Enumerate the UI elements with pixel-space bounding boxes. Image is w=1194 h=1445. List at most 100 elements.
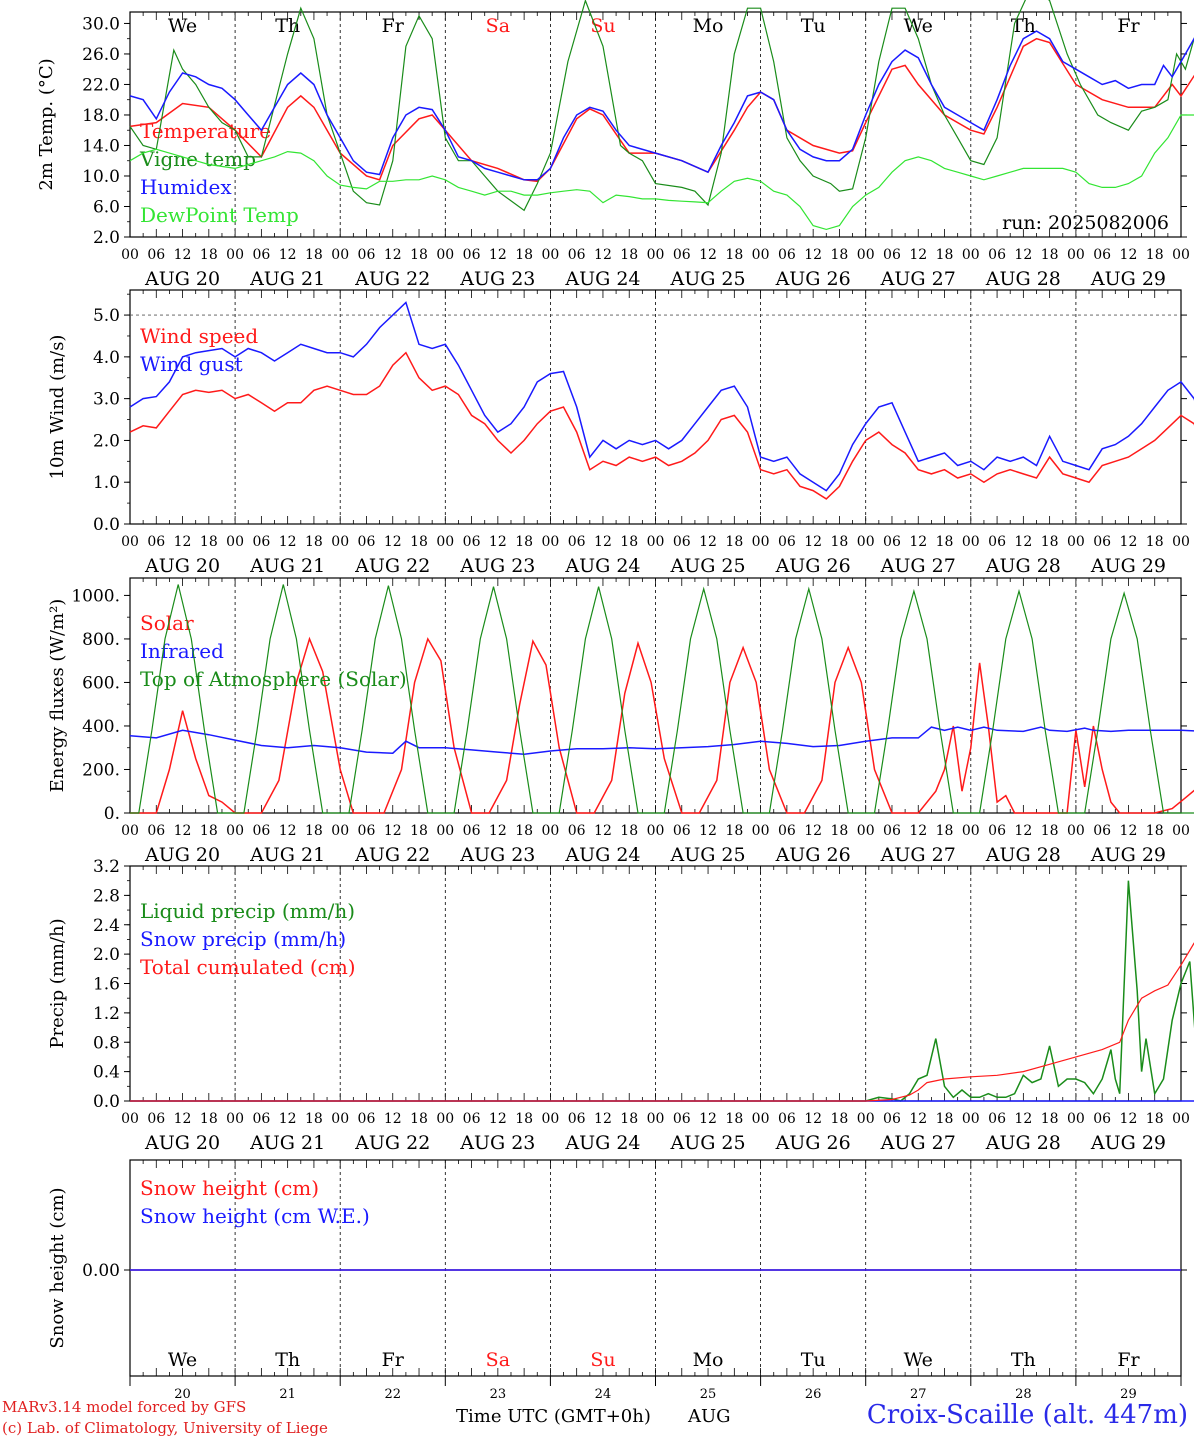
hour-tick-label: 18	[620, 823, 638, 839]
hour-tick-label: 12	[699, 247, 717, 263]
hour-tick-label: 12	[1014, 534, 1032, 550]
date-label: AUG 24	[564, 844, 640, 866]
hour-tick-label: 18	[200, 247, 218, 263]
hour-tick-label: 00	[541, 247, 559, 263]
hour-tick-label: 18	[1041, 1111, 1059, 1127]
y-tick-label: 30.0	[82, 14, 120, 34]
day-number: 21	[279, 1387, 296, 1402]
y-axis-label: Snow height (cm)	[47, 1187, 68, 1348]
hour-tick-label: 12	[909, 1111, 927, 1127]
date-label: AUG 26	[775, 844, 851, 866]
hour-tick-label: 00	[647, 247, 665, 263]
hour-tick-label: 18	[1041, 247, 1059, 263]
weekday-label: We	[168, 1349, 197, 1371]
hour-tick-label: 18	[936, 1111, 954, 1127]
y-tick-label: 2.0	[93, 945, 120, 965]
hour-tick-label: 06	[988, 247, 1006, 263]
date-label: AUG 22	[354, 268, 430, 290]
hour-tick-label: 12	[909, 247, 927, 263]
hour-tick-label: 00	[857, 247, 875, 263]
hour-tick-label: 00	[857, 534, 875, 550]
series-line	[129, 30, 1194, 181]
hour-tick-label: 06	[463, 247, 481, 263]
weekday-label: Tu	[801, 15, 826, 37]
hour-tick-label: 00	[331, 823, 349, 839]
hour-tick-label: 18	[305, 247, 323, 263]
hour-tick-label: 18	[410, 1111, 428, 1127]
hour-tick-label: 00	[752, 823, 770, 839]
day-number: 24	[595, 1387, 612, 1402]
date-label: AUG 23	[459, 268, 535, 290]
date-label: AUG 27	[880, 1132, 956, 1154]
y-tick-label: 0.	[104, 804, 120, 824]
hour-tick-label: 06	[147, 247, 165, 263]
hour-tick-label: 18	[410, 823, 428, 839]
date-label: AUG 22	[354, 1132, 430, 1154]
date-label: AUG 24	[564, 268, 640, 290]
hour-tick-label: 18	[305, 1111, 323, 1127]
y-axis-label: 2m Temp. (°C)	[36, 58, 57, 190]
hour-tick-label: 06	[778, 534, 796, 550]
hour-tick-label: 18	[200, 1111, 218, 1127]
y-axis-label: Precip (mm/h)	[47, 918, 68, 1048]
y-tick-label: 14.0	[82, 136, 120, 156]
y-tick-label: 0.8	[93, 1033, 120, 1053]
hour-tick-label: 06	[1093, 1111, 1111, 1127]
hour-tick-label: 06	[568, 247, 586, 263]
hour-tick-label: 06	[463, 823, 481, 839]
hour-tick-label: 12	[804, 534, 822, 550]
lab-credit: (c) Lab. of Climatology, University of L…	[2, 1419, 328, 1437]
hour-tick-label: 12	[279, 1111, 297, 1127]
hour-tick-label: 18	[410, 534, 428, 550]
y-tick-label: 2.8	[93, 886, 120, 906]
hour-tick-label: 06	[988, 534, 1006, 550]
hour-tick-label: 18	[620, 1111, 638, 1127]
hour-tick-label: 12	[384, 534, 402, 550]
y-tick-label: 22.0	[82, 75, 120, 95]
hour-tick-label: 12	[174, 247, 192, 263]
hour-tick-label: 18	[515, 534, 533, 550]
hour-tick-label: 00	[1067, 534, 1085, 550]
hour-tick-label: 18	[1146, 247, 1164, 263]
y-tick-label: 3.0	[93, 390, 120, 410]
hour-tick-label: 06	[778, 823, 796, 839]
hour-tick-label: 00	[1172, 1111, 1190, 1127]
hour-tick-label: 12	[174, 534, 192, 550]
date-label: AUG 26	[775, 268, 851, 290]
legend-entry: Infrared	[140, 639, 224, 663]
hour-tick-label: 06	[358, 534, 376, 550]
hour-tick-label: 06	[568, 823, 586, 839]
hour-tick-label: 06	[252, 1111, 270, 1127]
day-number: 28	[1015, 1387, 1032, 1402]
date-label: AUG 20	[144, 555, 220, 577]
weekday-label: Su	[590, 15, 615, 37]
hour-tick-label: 00	[857, 823, 875, 839]
date-label: AUG 25	[669, 555, 745, 577]
hour-tick-label: 18	[1146, 534, 1164, 550]
hour-tick-label: 00	[962, 247, 980, 263]
hour-tick-label: 18	[725, 534, 743, 550]
weekday-label: Th	[1011, 1349, 1036, 1371]
date-label: AUG 21	[249, 268, 325, 290]
weekday-label: We	[168, 15, 197, 37]
hour-tick-label: 12	[699, 823, 717, 839]
hour-tick-label: 00	[226, 534, 244, 550]
hour-tick-label: 12	[1120, 1111, 1138, 1127]
y-tick-label: 3.2	[93, 857, 120, 877]
y-tick-label: 18.0	[82, 106, 120, 126]
hour-tick-label: 12	[1120, 534, 1138, 550]
legend-entry: Wind speed	[140, 324, 258, 348]
hour-tick-label: 00	[1067, 1111, 1085, 1127]
weekday-label: Mo	[693, 1349, 724, 1371]
hour-tick-label: 12	[489, 823, 507, 839]
y-tick-label: 2.0	[93, 228, 120, 248]
panel-3: 0. 200. 400. 600. 800. 1000.Energy fluxes (W/…	[47, 577, 1194, 866]
legend-entry: Wind gust	[140, 352, 243, 376]
y-tick-label: 5.0	[93, 306, 120, 326]
hour-tick-label: 12	[279, 823, 297, 839]
hour-tick-label: 18	[831, 823, 849, 839]
y-tick-label: 4.0	[93, 348, 120, 368]
y-axis-label: 10m Wind (m/s)	[47, 335, 68, 480]
weekday-label: We	[904, 1349, 933, 1371]
y-tick-label: 1.0	[93, 473, 120, 493]
